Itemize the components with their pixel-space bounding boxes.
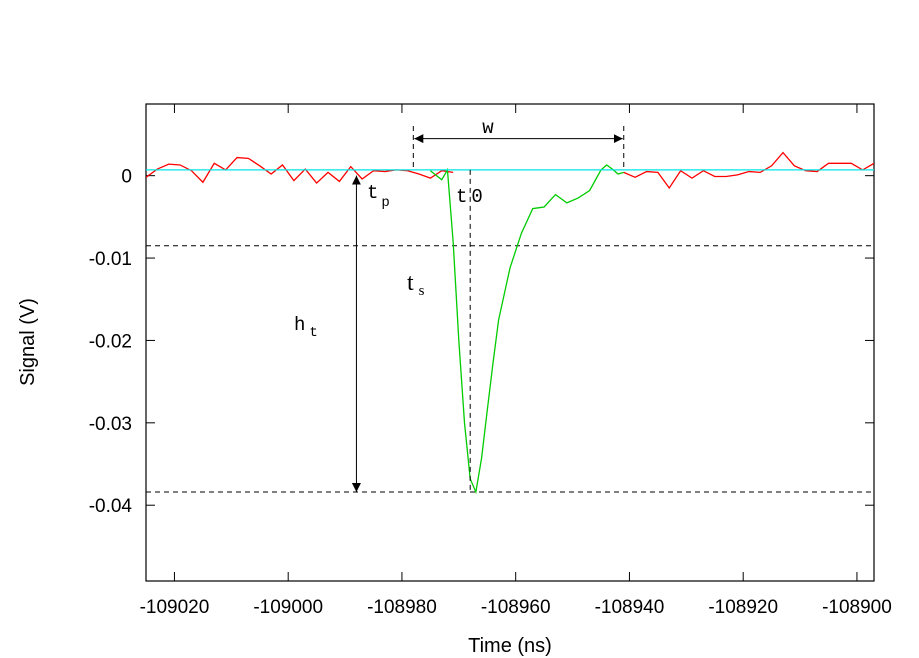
y-axis-label: Signal (V) [17,298,39,386]
series-pulse [429,164,624,495]
plot-frame [145,103,875,582]
y-tick-label: -0.01 [89,249,132,270]
threshold-lines [146,245,874,493]
y-tick-label: -0.03 [89,414,132,435]
series-group [146,151,874,495]
x-tick-label: -108940 [595,597,665,618]
x-tick-label: -109000 [253,597,323,618]
x-axis-ticks: -109020 -109000 -108980 -108960 -108940 -1089… [140,104,892,618]
series-baseline-noise [623,151,874,190]
x-tick-label: -108900 [822,597,892,618]
x-tick-label: -108960 [481,597,551,618]
x-tick-label: -108920 [708,597,778,618]
x-axis-label: Time (ns) [468,635,552,657]
x-tick-label: -108980 [367,597,437,618]
y-tick-label: -0.04 [89,496,133,517]
marker-annotations [351,126,625,493]
x-tick-label: -109020 [140,597,210,618]
y-tick-label: 0 [121,167,132,188]
y-tick-label: -0.02 [89,331,132,352]
y-axis-ticks: 0 -0.01 -0.02 -0.03 -0.04 [89,167,874,517]
w-label: w [482,117,494,139]
